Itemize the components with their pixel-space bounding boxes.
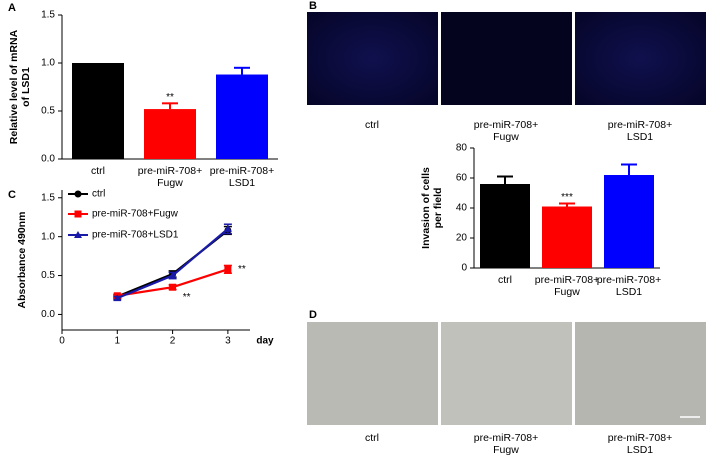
y-axis-title: Invasion of cells per field [420,167,444,249]
panel-letter: D [309,309,317,321]
x-tick-label: 0 [59,336,65,347]
marker [223,224,232,232]
x-tick-label: pre-miR-708+ LSD1 [596,274,662,298]
x-tick-label: ctrl [91,165,105,177]
y-tick-label: 0.5 [41,270,55,281]
significance: ** [238,264,246,275]
image-d1 [307,322,438,425]
y-tick-label: 0.5 [41,106,55,117]
x-axis-title: day [256,336,274,347]
legend-label: pre-miR-708+Fugw [92,209,179,220]
marker [168,271,177,279]
x-tick-label: 3 [225,336,231,347]
panel-letter: A [8,2,16,14]
image-d3 [575,322,706,425]
bar [144,109,196,159]
significance: *** [561,192,573,203]
y-tick-label: 0 [461,263,467,274]
x-tick-label: pre-miR-708+ Fugw [534,274,600,298]
marker [169,283,177,291]
y-tick-label: 1.5 [41,10,55,21]
y-tick-label: 20 [456,233,468,244]
image-caption: ctrl [365,119,379,131]
x-tick-label: pre-miR-708+ Fugw [137,165,203,189]
panel-letter: B [309,0,317,12]
bar [216,74,268,159]
x-tick-label: pre-miR-708+ LSD1 [209,165,275,189]
significance: ** [166,92,174,103]
y-tick-label: 1.5 [41,192,55,203]
y-tick-label: 0.0 [41,309,55,320]
x-tick-label: 1 [115,336,121,347]
y-axis-title: Relative level of mRNA of LSD1 [8,29,32,145]
y-tick-label: 0.0 [41,154,55,165]
marker [74,190,82,198]
legend-label: pre-miR-708+LSD1 [92,230,179,241]
bar [604,175,654,268]
image-b1 [307,12,438,105]
image-caption: ctrl [365,432,379,444]
image-d2 [441,322,572,425]
x-tick-label: ctrl [498,274,512,286]
significance: ** [183,292,191,303]
y-tick-label: 60 [456,173,468,184]
image-b2 [441,12,572,105]
y-tick-label: 80 [456,143,468,154]
marker [74,210,82,218]
y-axis-title: Absorbance 490nm [16,211,28,309]
y-tick-label: 40 [456,203,468,214]
x-tick-label: 2 [170,336,176,347]
image-b3 [575,12,706,105]
marker [224,265,232,273]
y-tick-label: 1.0 [41,231,55,242]
marker [113,294,122,302]
panel-letter: C [8,189,16,201]
y-tick-label: 1.0 [41,58,55,69]
image-caption: pre-miR-708+ LSD1 [607,432,673,455]
image-caption: pre-miR-708+ Fugw [473,119,539,143]
legend-label: ctrl [92,189,105,200]
bar [480,184,530,268]
bar [542,206,592,268]
marker [74,231,82,238]
image-caption: pre-miR-708+ Fugw [473,432,539,455]
bar [72,63,124,159]
image-caption: pre-miR-708+ LSD1 [607,119,673,143]
